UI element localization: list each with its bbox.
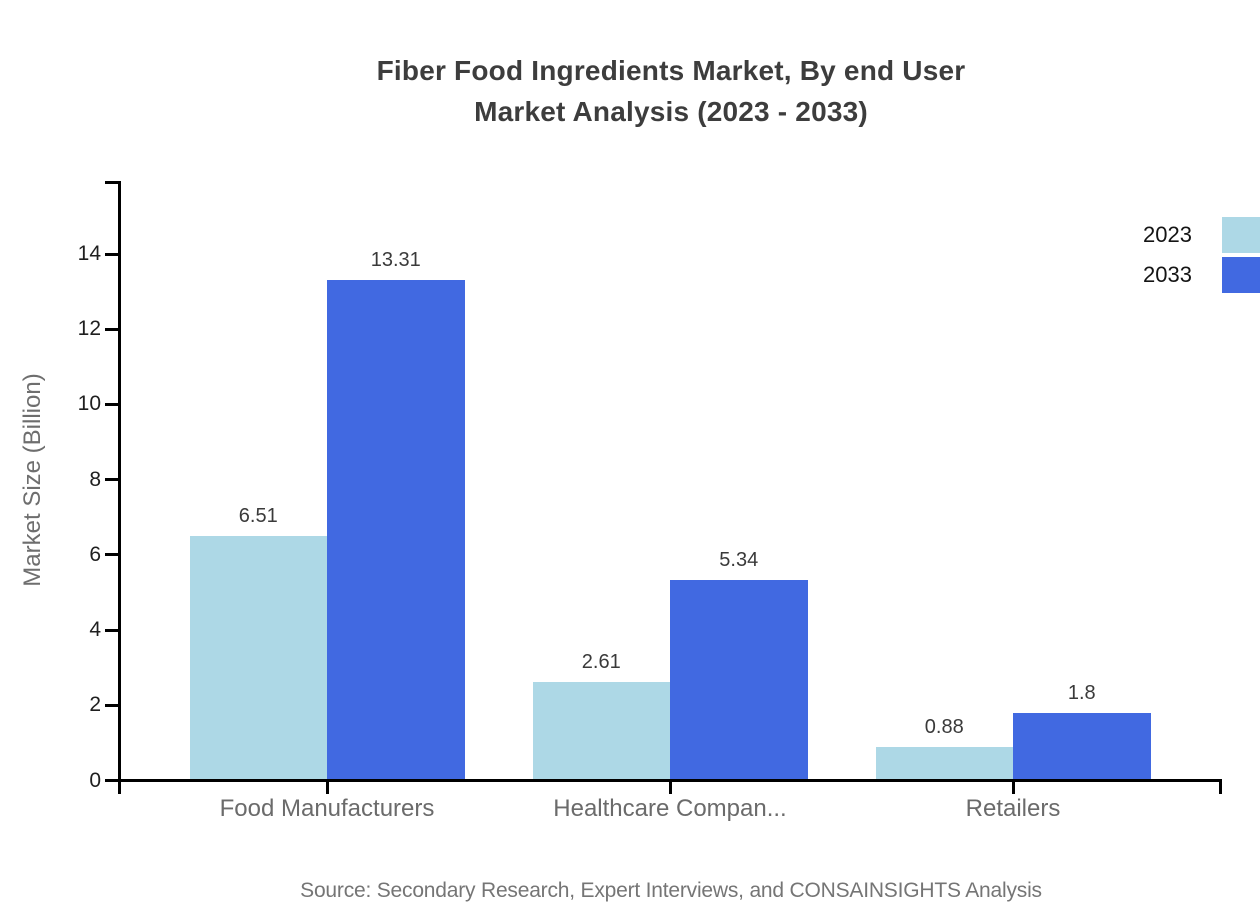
legend-label-2033: 2033 (1143, 262, 1192, 287)
chart-title-line-2: Market Analysis (2023 - 2033) (474, 96, 868, 127)
bar-2033-retailers[interactable] (1013, 712, 1151, 779)
y-tick-label-4: 4 (89, 618, 101, 642)
y-tick-2 (105, 703, 118, 707)
value-label-2033-retailers: 1.8 (1067, 681, 1096, 704)
legend-label-2023: 2023 (1143, 222, 1192, 247)
y-tick-label-10: 10 (77, 392, 101, 416)
y-tick-label-8: 8 (89, 467, 101, 491)
bar-2023-healthcare-compan[interactable] (532, 682, 670, 779)
y-axis-line (118, 181, 121, 794)
y-tick-label-0: 0 (89, 768, 101, 792)
value-label-2033-healthcare-compan: 5.34 (719, 548, 759, 571)
legend-swatch-2033 (1222, 257, 1260, 293)
y-tick-label-2: 2 (89, 693, 101, 717)
y-tick-10 (105, 402, 118, 406)
x-axis-end-cap (1219, 779, 1222, 794)
x-category-label-retailers: Retailers (965, 795, 1061, 822)
bar-2033-food-manufacturers[interactable] (327, 279, 465, 779)
value-label-2023-retailers: 0.88 (924, 716, 964, 739)
value-label-2023-healthcare-compan: 2.61 (581, 651, 621, 674)
y-axis-top-cap (105, 181, 118, 184)
chart-title-line-1: Fiber Food Ingredients Market, By end Us… (376, 55, 966, 86)
x-tick-healthcare-compan (668, 782, 672, 794)
value-label-2033-food-manufacturers: 13.31 (370, 248, 421, 271)
bar-2023-retailers[interactable] (875, 747, 1013, 779)
x-tick-food-manufacturers (325, 782, 329, 794)
y-tick-8 (105, 478, 118, 482)
y-tick-label-14: 14 (77, 242, 101, 265)
chart-title: Fiber Food Ingredients Market, By end Us… (82, 50, 1260, 132)
y-tick-6 (105, 553, 118, 557)
value-label-2023-food-manufacturers: 6.51 (238, 504, 278, 527)
bar-2033-healthcare-compan[interactable] (670, 579, 808, 779)
y-tick-label-12: 12 (77, 317, 101, 341)
y-tick-14 (105, 252, 118, 256)
x-category-label-food-manufacturers: Food Manufacturers (219, 795, 435, 822)
y-tick-label-6: 6 (89, 542, 101, 566)
x-category-label-healthcare-compan: Healthcare Compan... (553, 795, 787, 822)
legend-item-2033[interactable]: 2033 (1143, 257, 1260, 293)
source-note: Source: Secondary Research, Expert Inter… (300, 879, 1042, 902)
legend-swatch-2023 (1222, 217, 1260, 253)
y-tick-12 (105, 327, 118, 331)
legend-item-2023[interactable]: 2023 (1143, 217, 1260, 253)
bar-2023-food-manufacturers[interactable] (189, 535, 327, 779)
x-tick-retailers (1011, 782, 1015, 794)
y-tick-0 (105, 779, 118, 782)
x-axis-line (105, 779, 1222, 782)
legend: 2023 2033 (1143, 217, 1260, 293)
y-tick-4 (105, 628, 118, 632)
